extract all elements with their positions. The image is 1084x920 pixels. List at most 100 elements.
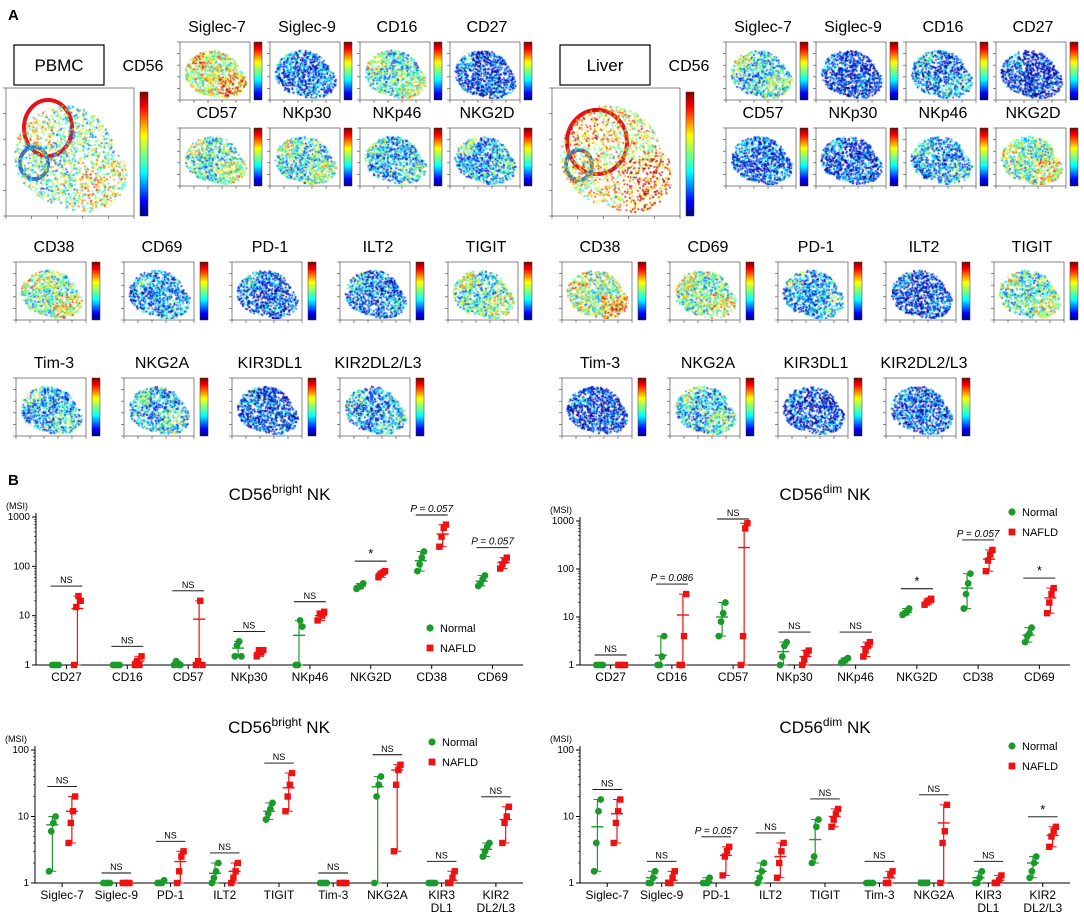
pbmc-marker-tsne-dots — [451, 43, 519, 99]
nafld-point — [284, 793, 291, 800]
normal-point — [783, 638, 791, 646]
liver-marker-tsne — [777, 261, 849, 321]
liver-marker-tsne-dots — [563, 379, 631, 435]
nafld-point — [928, 595, 935, 602]
legend-normal-marker — [426, 624, 434, 632]
normal-point — [481, 572, 489, 579]
normal-point — [420, 548, 428, 555]
liver-main-tsne-dots — [554, 90, 678, 214]
liver-marker-tsne — [815, 41, 887, 101]
pbmc-marker-colorbar — [343, 41, 353, 101]
normal-point — [812, 823, 820, 831]
pbmc-marker-label: CD57 — [197, 105, 238, 122]
chart-title: CD56bright NK — [228, 715, 331, 737]
normal-point — [974, 879, 981, 887]
x-tick-label: Tim-3 — [318, 888, 349, 902]
pbmc-marker-label: NKG2A — [135, 355, 190, 372]
normal-point — [210, 874, 218, 882]
normal-point — [599, 661, 607, 669]
normal-point — [590, 867, 598, 875]
normal-point — [1032, 853, 1040, 860]
normal-point — [486, 839, 493, 847]
normal-point — [719, 609, 727, 617]
liver-marker-colorbar — [1069, 127, 1079, 187]
liver-marker-tsne-dots — [997, 43, 1065, 99]
significance-label: NS — [381, 744, 394, 754]
nafld-point — [678, 661, 685, 669]
y-tick-label: 100 — [12, 745, 29, 756]
significance-label: NS — [164, 830, 177, 840]
nafld-point — [126, 879, 133, 887]
nafld-point — [375, 574, 382, 581]
chart-title-base: CD56 — [779, 718, 822, 737]
legend-normal-marker — [1008, 742, 1016, 750]
liver-marker-colorbar — [853, 261, 863, 321]
significance-label: NS — [219, 842, 232, 852]
x-tick-label: Tim-3 — [864, 888, 895, 902]
x-tick-label: DL1 — [977, 901, 999, 915]
normal-point — [377, 773, 385, 780]
chart-title: CD56dim NK — [779, 715, 871, 737]
chart-title-sup: dim — [823, 482, 842, 496]
normal-point — [1028, 867, 1036, 875]
normal-point — [177, 661, 184, 669]
normal-point — [660, 632, 668, 640]
liver-marker-tsne-dots — [727, 43, 795, 99]
nafld-point — [744, 519, 751, 527]
normal-point — [262, 816, 270, 823]
nafld-point — [1050, 584, 1057, 592]
nafld-point — [737, 661, 745, 669]
significance-label: NS — [982, 850, 995, 860]
significance-label: P = 0.057 — [471, 537, 514, 548]
nafld-point — [941, 828, 948, 835]
pbmc-marker-tsne-dots — [233, 379, 301, 435]
nafld-point — [447, 879, 454, 887]
pbmc-marker-label: KIR3DL1 — [238, 355, 303, 372]
nafld-point — [884, 879, 892, 887]
pbmc-marker-tsne — [339, 261, 411, 321]
nafld-point — [67, 819, 74, 827]
nafld-point — [726, 843, 733, 851]
x-tick-label: NKp46 — [837, 670, 874, 684]
y-tick-label: 10 — [563, 612, 575, 623]
pbmc-marker-label: Tim-3 — [34, 355, 74, 372]
x-tick-label: CD27 — [51, 670, 82, 684]
normal-point — [1021, 638, 1029, 646]
nafld-point — [614, 808, 622, 815]
pbmc-marker-tsne-dots — [451, 129, 519, 185]
significance-label: NS — [273, 752, 286, 762]
pbmc-marker-colorbar — [91, 261, 101, 321]
liver-marker-tsne-dots — [671, 263, 739, 319]
nafld-point — [1043, 609, 1051, 617]
x-tick-label: KIR3 — [428, 888, 455, 902]
nafld-point — [996, 877, 1003, 884]
nafld-point — [987, 551, 994, 558]
x-tick-label: CD38 — [416, 670, 447, 684]
normal-point — [964, 580, 972, 587]
nafld-point — [937, 879, 944, 887]
x-tick-label: NKp30 — [231, 670, 268, 684]
normal-point — [592, 839, 600, 847]
chart-title-base: CD56 — [779, 485, 822, 504]
significance-label: NS — [849, 621, 862, 631]
x-tick-label: Siglec-9 — [640, 888, 684, 902]
pbmc-marker-label: KIR2DL2/L3 — [334, 355, 421, 372]
normal-point — [55, 661, 63, 669]
nafld-point — [253, 653, 260, 660]
x-tick-label: Siglec-7 — [40, 888, 84, 902]
x-tick-label: KIR2 — [1029, 888, 1056, 902]
nafld-point — [499, 839, 506, 847]
normal-point — [160, 876, 168, 884]
pbmc-label: PBMC — [34, 56, 83, 75]
nafld-point — [1046, 843, 1053, 851]
significance-label: NS — [56, 775, 69, 785]
y-tick-label: 100 — [557, 564, 574, 575]
pbmc-marker-colorbar — [415, 377, 425, 437]
normal-point — [815, 816, 822, 823]
nafld-point — [499, 561, 506, 568]
nafld-point — [381, 567, 389, 575]
liver-marker-colorbar — [979, 41, 989, 101]
nafld-point — [392, 781, 400, 788]
nafld-point — [984, 557, 992, 564]
nafld-point — [805, 647, 812, 654]
